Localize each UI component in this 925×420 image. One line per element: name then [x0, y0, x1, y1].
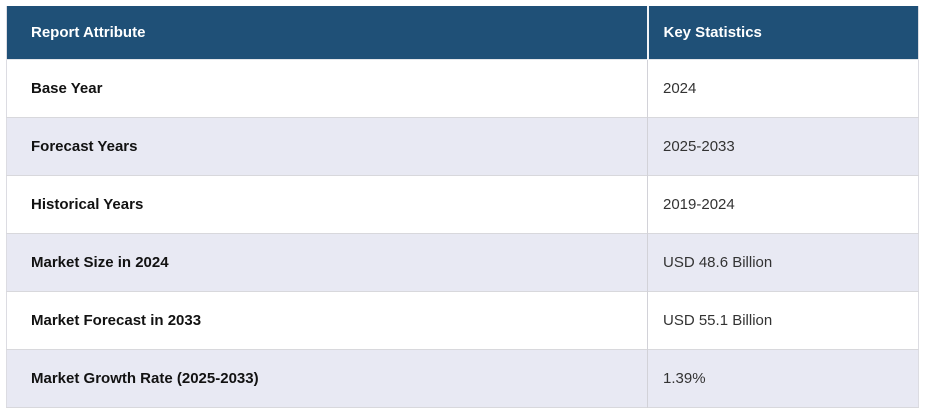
table-row-historical-years: Historical Years 2019-2024 [6, 175, 919, 233]
table-row-market-growth-rate: Market Growth Rate (2025-2033) 1.39% [6, 349, 919, 407]
table-row-base-year: Base Year 2024 [6, 59, 919, 117]
header-row: Report Attribute Key Statistics [6, 6, 919, 59]
report-summary-table: Report Attribute Key Statistics Base Yea… [6, 6, 919, 408]
report-attribute-column-header: Report Attribute [6, 6, 649, 59]
attribute-cell: Historical Years [6, 175, 648, 233]
value-cell: USD 48.6 Billion [663, 253, 773, 271]
table-header: Report Attribute Key Statistics [6, 6, 919, 59]
table-row-market-size: Market Size in 2024 USD 48.6 Billion [6, 233, 919, 291]
attribute-cell: Forecast Years [6, 117, 648, 175]
value-cell: 2025-2033 [663, 137, 735, 155]
table-row-forecast-years: Forecast Years 2025-2033 [6, 117, 919, 175]
key-statistics-column-header: Key Statistics [647, 6, 919, 59]
attribute-cell: Market Size in 2024 [6, 233, 648, 291]
value-cell: 1.39% [663, 369, 706, 387]
table-body: Base Year 2024 Forecast Years 2025-2033 … [6, 59, 919, 407]
attribute-cell: Market Growth Rate (2025-2033) [6, 349, 648, 407]
attribute-cell: Base Year [6, 59, 648, 117]
value-cell: USD 55.1 Billion [663, 311, 773, 329]
attribute-cell: Market Forecast in 2033 [6, 291, 648, 349]
table-row-market-forecast: Market Forecast in 2033 USD 55.1 Billion [6, 291, 919, 349]
value-cell: 2019-2024 [663, 195, 735, 213]
value-cell: 2024 [663, 79, 697, 97]
report-summary-table-container: Report Attribute Key Statistics Base Yea… [6, 6, 919, 408]
